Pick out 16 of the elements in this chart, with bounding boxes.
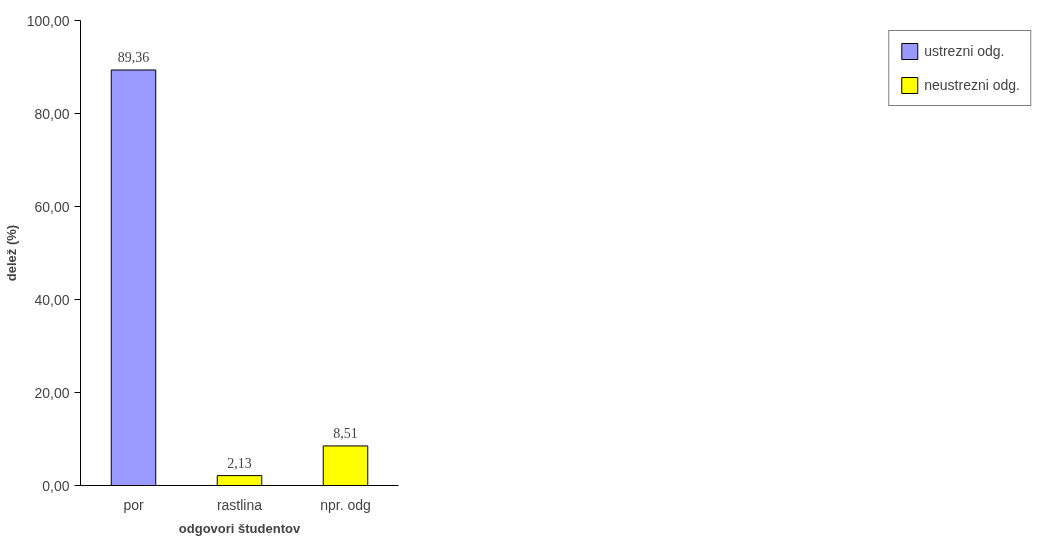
legend-label: neustrezni odg. [924, 77, 1020, 93]
data-label: 8,51 [333, 425, 358, 441]
y-tick-label: 40,00 [34, 291, 70, 308]
x-tick-label: rastlina [216, 496, 263, 513]
x-axis-title: odgovori študentov [178, 520, 301, 536]
x-tick-label: npr. odg [320, 496, 371, 513]
y-tick-label: 20,00 [34, 384, 70, 401]
data-label: 89,36 [117, 49, 150, 65]
y-tick-label: 100,00 [26, 12, 70, 29]
y-tick-label: 80,00 [34, 105, 70, 122]
x-tick-label: por [123, 496, 144, 513]
y-tick-label: 60,00 [34, 198, 70, 215]
legend-label: ustrezni odg. [924, 43, 1005, 59]
y-axis-title: delež (%) [3, 224, 19, 282]
y-tick-label: 0,00 [42, 477, 70, 494]
data-label: 2,13 [227, 455, 252, 471]
